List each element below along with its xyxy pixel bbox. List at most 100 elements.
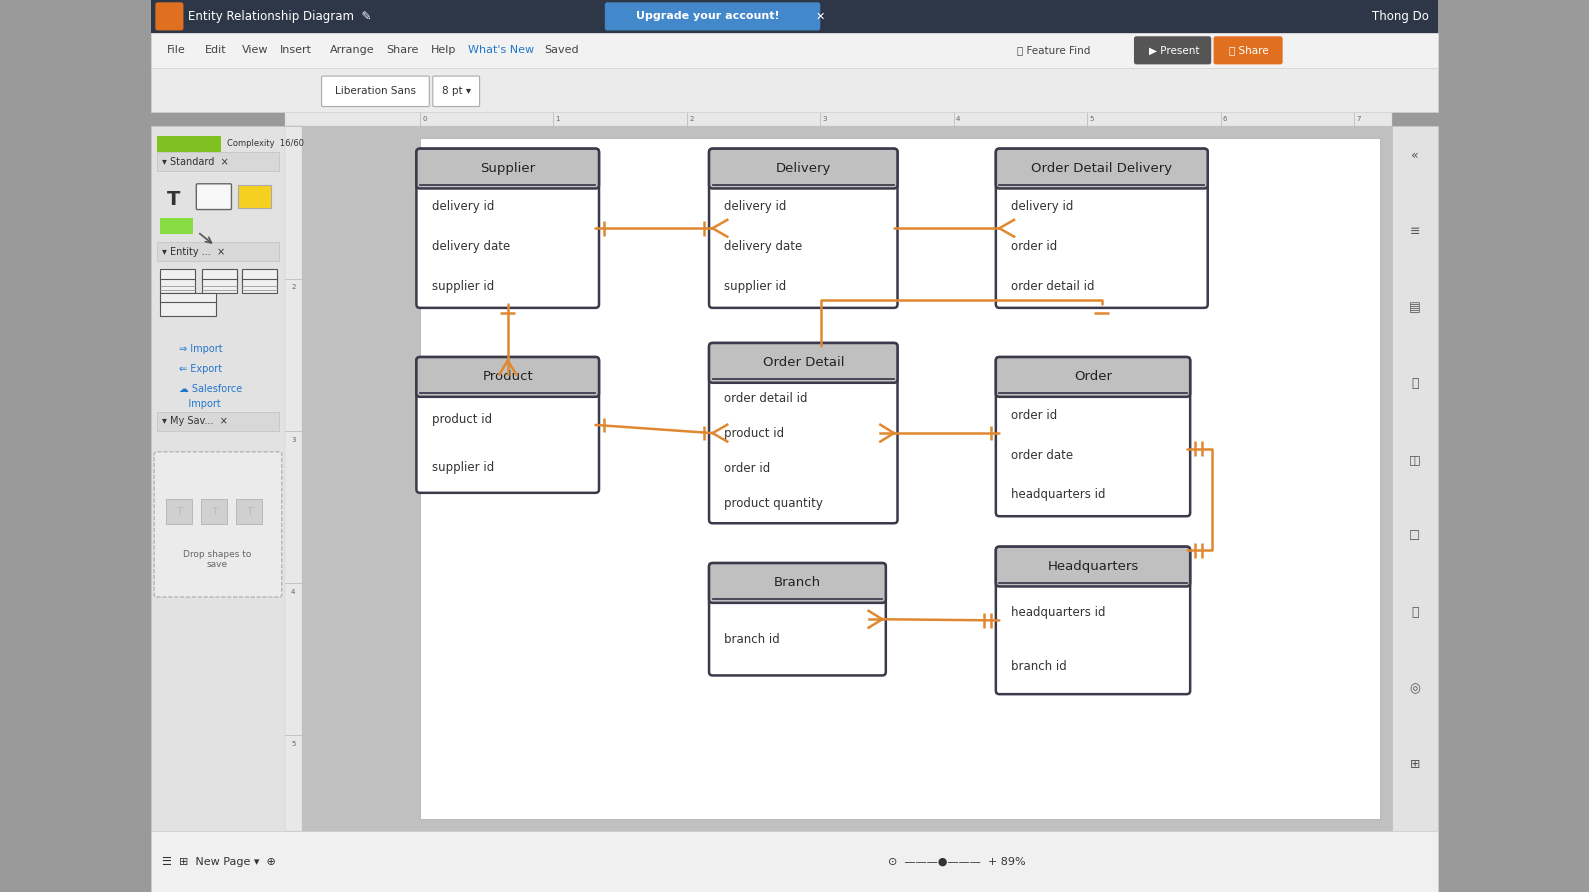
FancyBboxPatch shape bbox=[709, 149, 898, 188]
Bar bbox=[200, 499, 227, 524]
Text: product id: product id bbox=[725, 427, 785, 441]
Text: supplier id: supplier id bbox=[725, 280, 787, 293]
FancyBboxPatch shape bbox=[197, 184, 232, 210]
Bar bbox=[160, 269, 195, 293]
Bar bbox=[302, 127, 1392, 831]
Bar bbox=[151, 127, 286, 831]
Text: 🕐: 🕐 bbox=[1411, 377, 1419, 391]
Text: 2: 2 bbox=[291, 285, 296, 291]
FancyBboxPatch shape bbox=[605, 3, 820, 30]
Text: ☰  ⊞  New Page ▾  ⊕: ☰ ⊞ New Page ▾ ⊕ bbox=[162, 856, 276, 866]
Text: ▤: ▤ bbox=[1409, 301, 1421, 314]
FancyBboxPatch shape bbox=[321, 76, 429, 106]
FancyBboxPatch shape bbox=[996, 547, 1190, 586]
Text: 👥 Share: 👥 Share bbox=[1228, 45, 1268, 55]
FancyBboxPatch shape bbox=[996, 357, 1190, 397]
Text: Order: Order bbox=[1074, 370, 1112, 384]
Text: Liberation Sans: Liberation Sans bbox=[335, 87, 416, 96]
Text: ☁ Salesforce: ☁ Salesforce bbox=[178, 384, 242, 393]
Text: 3: 3 bbox=[291, 437, 296, 442]
FancyBboxPatch shape bbox=[156, 3, 183, 30]
Text: ◫: ◫ bbox=[1409, 453, 1421, 467]
FancyBboxPatch shape bbox=[1214, 37, 1282, 64]
Text: Help: Help bbox=[431, 45, 456, 55]
Bar bbox=[1392, 127, 1438, 831]
Text: branch id: branch id bbox=[725, 632, 780, 646]
Text: Upgrade your account!: Upgrade your account! bbox=[636, 12, 780, 21]
Text: 4: 4 bbox=[957, 116, 960, 122]
Bar bbox=[151, 68, 1438, 112]
Text: ☐: ☐ bbox=[1409, 530, 1421, 542]
Text: ▾ Standard  ×: ▾ Standard × bbox=[162, 156, 229, 167]
Text: Supplier: Supplier bbox=[480, 162, 535, 175]
Text: ▾ Entity ...  ×: ▾ Entity ... × bbox=[162, 247, 226, 257]
Bar bbox=[151, 33, 1438, 68]
Text: Complexity  16/60: Complexity 16/60 bbox=[227, 139, 303, 148]
FancyBboxPatch shape bbox=[996, 357, 1190, 516]
Text: order date: order date bbox=[1011, 449, 1073, 461]
Text: delivery id: delivery id bbox=[1011, 201, 1074, 213]
Bar bbox=[157, 412, 280, 431]
Text: delivery date: delivery date bbox=[725, 240, 802, 253]
Text: Arrange: Arrange bbox=[331, 45, 375, 55]
Bar bbox=[157, 136, 221, 153]
FancyBboxPatch shape bbox=[709, 563, 885, 675]
Text: Headquarters: Headquarters bbox=[1047, 560, 1139, 573]
Bar bbox=[202, 269, 237, 293]
FancyBboxPatch shape bbox=[996, 149, 1208, 188]
FancyBboxPatch shape bbox=[996, 547, 1190, 694]
FancyBboxPatch shape bbox=[996, 149, 1208, 308]
Text: 🔍 Feature Find: 🔍 Feature Find bbox=[1017, 45, 1090, 55]
FancyBboxPatch shape bbox=[709, 563, 885, 603]
Text: What's New: What's New bbox=[467, 45, 534, 55]
FancyBboxPatch shape bbox=[416, 149, 599, 308]
Text: product id: product id bbox=[432, 413, 491, 426]
Text: 5: 5 bbox=[1090, 116, 1093, 122]
Text: Drop shapes to
save: Drop shapes to save bbox=[183, 549, 251, 569]
Bar bbox=[151, 831, 1438, 892]
Text: T: T bbox=[167, 189, 181, 209]
Text: 2: 2 bbox=[690, 116, 693, 122]
Text: ⇐ Export: ⇐ Export bbox=[178, 364, 222, 374]
Text: ⇒ Import: ⇒ Import bbox=[178, 343, 222, 354]
Bar bbox=[165, 499, 192, 524]
Text: Insert: Insert bbox=[280, 45, 311, 55]
Text: order id: order id bbox=[1011, 409, 1057, 422]
Text: 4: 4 bbox=[291, 589, 296, 595]
Text: Delivery: Delivery bbox=[775, 162, 831, 175]
Text: Import: Import bbox=[178, 399, 221, 409]
Text: delivery id: delivery id bbox=[432, 201, 494, 213]
Text: Thong Do: Thong Do bbox=[1371, 10, 1429, 23]
Bar bbox=[286, 112, 1392, 127]
Text: 1: 1 bbox=[556, 116, 561, 122]
Text: supplier id: supplier id bbox=[432, 280, 494, 293]
Text: 3: 3 bbox=[823, 116, 828, 122]
Text: Product: Product bbox=[483, 370, 532, 384]
Text: Edit: Edit bbox=[205, 45, 226, 55]
Text: order detail id: order detail id bbox=[725, 392, 807, 405]
Text: View: View bbox=[242, 45, 269, 55]
Text: ✕: ✕ bbox=[815, 12, 825, 21]
Text: ⊞: ⊞ bbox=[1409, 758, 1421, 771]
Text: branch id: branch id bbox=[1011, 660, 1066, 673]
Text: 8 pt ▾: 8 pt ▾ bbox=[442, 87, 470, 96]
Text: T: T bbox=[176, 507, 183, 516]
FancyBboxPatch shape bbox=[709, 343, 898, 524]
Bar bbox=[160, 293, 216, 316]
Text: T: T bbox=[211, 507, 218, 516]
Text: T: T bbox=[246, 507, 254, 516]
Bar bbox=[237, 499, 262, 524]
FancyBboxPatch shape bbox=[1135, 37, 1211, 64]
Text: 7: 7 bbox=[1357, 116, 1360, 122]
Bar bbox=[157, 153, 280, 171]
Bar bbox=[286, 127, 302, 831]
Text: ⊙  ———●———  + 89%: ⊙ ———●——— + 89% bbox=[888, 856, 1026, 866]
Bar bbox=[160, 218, 192, 234]
Text: ◎: ◎ bbox=[1409, 681, 1421, 695]
Text: ▾ My Sav...  ×: ▾ My Sav... × bbox=[162, 417, 229, 426]
Text: + Shapes: + Shapes bbox=[191, 847, 245, 857]
Text: Saved: Saved bbox=[543, 45, 578, 55]
Text: 💬: 💬 bbox=[1411, 606, 1419, 619]
Text: product quantity: product quantity bbox=[725, 498, 823, 510]
Text: Order Detail Delivery: Order Detail Delivery bbox=[1031, 162, 1173, 175]
